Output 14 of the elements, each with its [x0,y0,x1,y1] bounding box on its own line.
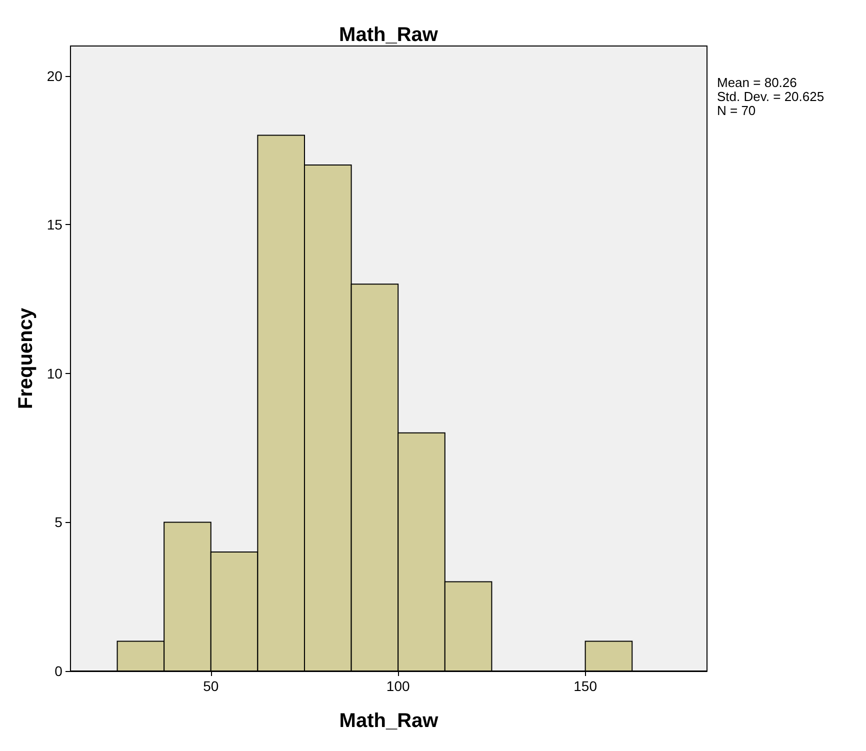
y-tick-label: 15 [46,216,63,233]
text: Std. Dev. = 20.625 [717,89,824,104]
y-tick-label: 5 [54,514,63,530]
y-tick-label: 10 [46,365,63,382]
y-tick-label: 0 [54,663,63,679]
text: N = 70 [717,103,756,118]
y-tick-label: 20 [46,68,63,84]
x-axis-title: Math_Raw [339,710,439,732]
chart-title: Math_Raw [339,24,438,46]
x-tick-label: 100 [386,678,410,694]
text: Mean = 80.26 [717,75,797,90]
x-tick-label: 50 [203,678,219,694]
x-tick-label: 150 [574,678,598,694]
y-axis-title: Frequency [15,307,37,410]
